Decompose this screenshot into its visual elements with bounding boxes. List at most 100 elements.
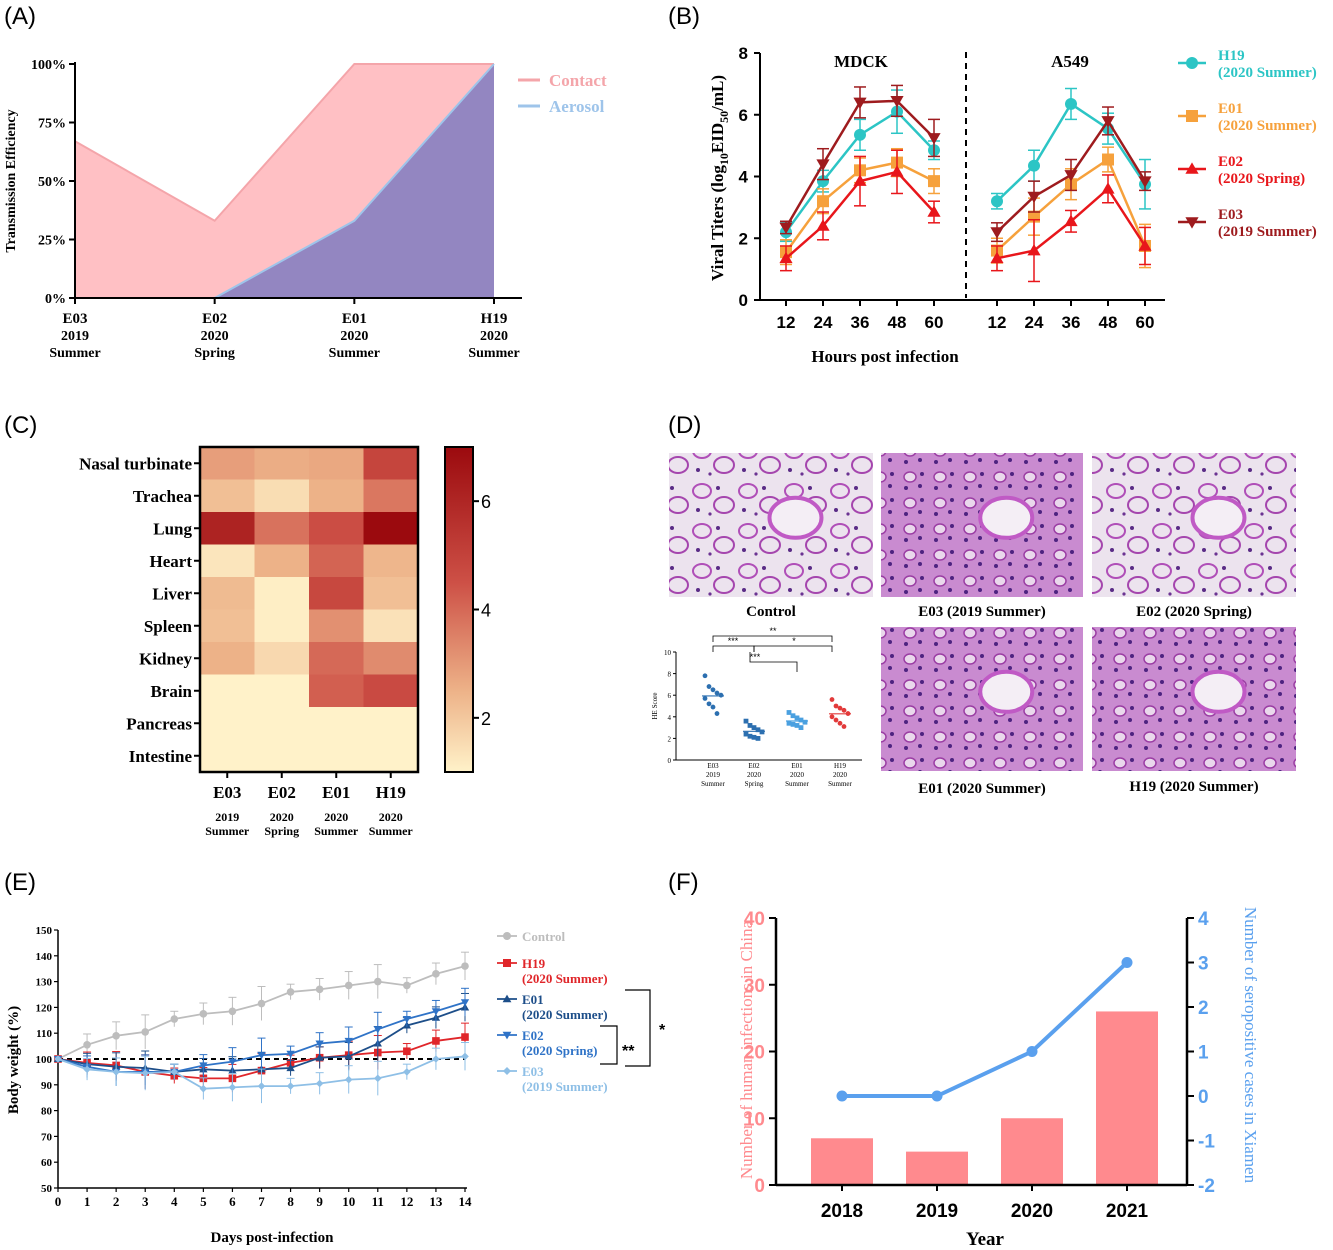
y-tick-label: 4 bbox=[739, 168, 749, 187]
legend-marker bbox=[502, 1031, 512, 1040]
x-tick-label: 6 bbox=[229, 1194, 236, 1209]
scatter-point bbox=[710, 704, 716, 710]
y-tick-label: 50 bbox=[41, 1183, 53, 1195]
data-point bbox=[286, 1063, 295, 1072]
legend-label: Aerosol bbox=[549, 97, 605, 116]
y-tick-label: 90 bbox=[41, 1080, 53, 1092]
heatmap-cell bbox=[363, 479, 419, 513]
data-point bbox=[1065, 97, 1077, 110]
y-tick-label: 130 bbox=[36, 977, 53, 989]
micrograph-airway bbox=[767, 495, 824, 540]
heatmap-cell bbox=[200, 642, 255, 675]
heatmap-cell bbox=[200, 577, 255, 610]
y2-axis-label: Number of seropositive cases in Xiamen bbox=[1241, 907, 1260, 1184]
significance-label: ** bbox=[769, 626, 777, 636]
bar bbox=[906, 1151, 968, 1185]
x-tick-label: 12 bbox=[400, 1194, 413, 1209]
colorbar bbox=[444, 446, 474, 773]
y-tick-label: 150 bbox=[36, 925, 53, 937]
row-label: Brain bbox=[150, 682, 192, 701]
row-label: Nasal turbinate bbox=[79, 454, 192, 473]
scatter-point bbox=[751, 734, 757, 740]
data-point bbox=[112, 1031, 120, 1040]
x-tick-label: 2021 bbox=[1106, 1201, 1149, 1222]
data-point bbox=[315, 1079, 324, 1088]
data-point bbox=[112, 1068, 120, 1076]
legend-marker bbox=[502, 994, 512, 1003]
legend-marker bbox=[503, 932, 511, 940]
column-sublabel: Spring bbox=[264, 824, 299, 838]
data-point bbox=[257, 1052, 266, 1060]
bar bbox=[1001, 1118, 1063, 1185]
legend-sublabel: (2020 Summer) bbox=[522, 971, 608, 986]
x-tick-label: Summer bbox=[468, 346, 519, 361]
y-tick-label: 110 bbox=[36, 1028, 52, 1040]
x-tick-label: 12 bbox=[988, 313, 1007, 332]
data-point bbox=[432, 970, 440, 978]
x-tick-label: 2018 bbox=[821, 1201, 863, 1222]
heatmap-cell bbox=[200, 674, 255, 708]
y-tick-label: 6 bbox=[668, 692, 672, 700]
panel-label: (A) bbox=[4, 3, 36, 30]
row-label: Kidney bbox=[139, 649, 192, 668]
legend-label: E02 bbox=[1218, 154, 1243, 170]
y-tick-label: 30 bbox=[744, 976, 765, 997]
x-tick-label: 12 bbox=[777, 313, 796, 332]
x-tick-label: 2 bbox=[113, 1194, 120, 1209]
x-tick-label: 11 bbox=[372, 1194, 384, 1209]
heatmap-cell bbox=[200, 707, 255, 740]
data-point bbox=[461, 962, 469, 970]
x-tick-label: 2020 bbox=[480, 329, 508, 344]
y-tick-label: 50% bbox=[38, 175, 66, 190]
heatmap-cell bbox=[363, 544, 419, 578]
x-tick-label: 2020 bbox=[790, 771, 805, 779]
scatter-point bbox=[833, 717, 839, 723]
data-point bbox=[779, 251, 793, 264]
scatter-point bbox=[747, 723, 753, 728]
micrograph-caption: E01 (2020 Summer) bbox=[918, 781, 1046, 797]
legend-label: E03 bbox=[1218, 207, 1243, 223]
y2-tick-label: 3 bbox=[1198, 954, 1209, 975]
scatter-point bbox=[702, 673, 708, 679]
heatmap-cell bbox=[200, 609, 255, 643]
heatmap-cell bbox=[309, 707, 364, 740]
data-point bbox=[890, 96, 904, 108]
heatmap-cell bbox=[309, 609, 364, 643]
x-tick-label: 2020 bbox=[340, 329, 368, 344]
x-tick-label: 13 bbox=[429, 1194, 443, 1209]
data-point bbox=[853, 174, 867, 186]
data-point bbox=[199, 1010, 208, 1018]
colorbar-tick-label: 4 bbox=[481, 601, 491, 621]
legend-label: H19 bbox=[522, 956, 546, 971]
data-point bbox=[990, 251, 1004, 264]
data-point bbox=[141, 1069, 150, 1077]
data-point bbox=[854, 128, 866, 141]
significance-bracket bbox=[712, 645, 755, 652]
y-tick-label: 8 bbox=[739, 44, 748, 63]
data-point bbox=[83, 1041, 91, 1049]
scatter-point bbox=[710, 687, 716, 693]
x-tick-label: Summer bbox=[828, 780, 852, 788]
data-point bbox=[853, 97, 867, 109]
y-tick-label: 70 bbox=[41, 1131, 53, 1143]
row-label: Liver bbox=[152, 584, 192, 603]
significance-bracket bbox=[753, 645, 833, 652]
x-tick-label: 4 bbox=[171, 1194, 178, 1209]
x-tick-label: H19 bbox=[834, 762, 847, 770]
micrograph-caption: H19 (2020 Summer) bbox=[1129, 779, 1258, 795]
data-point bbox=[257, 1082, 266, 1090]
data-point bbox=[403, 981, 411, 990]
data-point bbox=[461, 1033, 469, 1041]
column-sublabel: Summer bbox=[369, 824, 414, 838]
heatmap-cell bbox=[254, 609, 310, 643]
data-point bbox=[1138, 239, 1152, 251]
y-tick-label: 2 bbox=[668, 735, 672, 743]
scatter-point bbox=[747, 733, 753, 739]
heatmap-cell bbox=[309, 447, 364, 480]
significance-bracket bbox=[712, 635, 833, 642]
micrograph-caption: E03 (2019 Summer) bbox=[918, 604, 1046, 620]
x-tick-label: E01 bbox=[791, 762, 803, 770]
scatter-point bbox=[837, 720, 843, 726]
data-point bbox=[432, 1055, 440, 1063]
y-tick-label: 0% bbox=[45, 292, 66, 307]
